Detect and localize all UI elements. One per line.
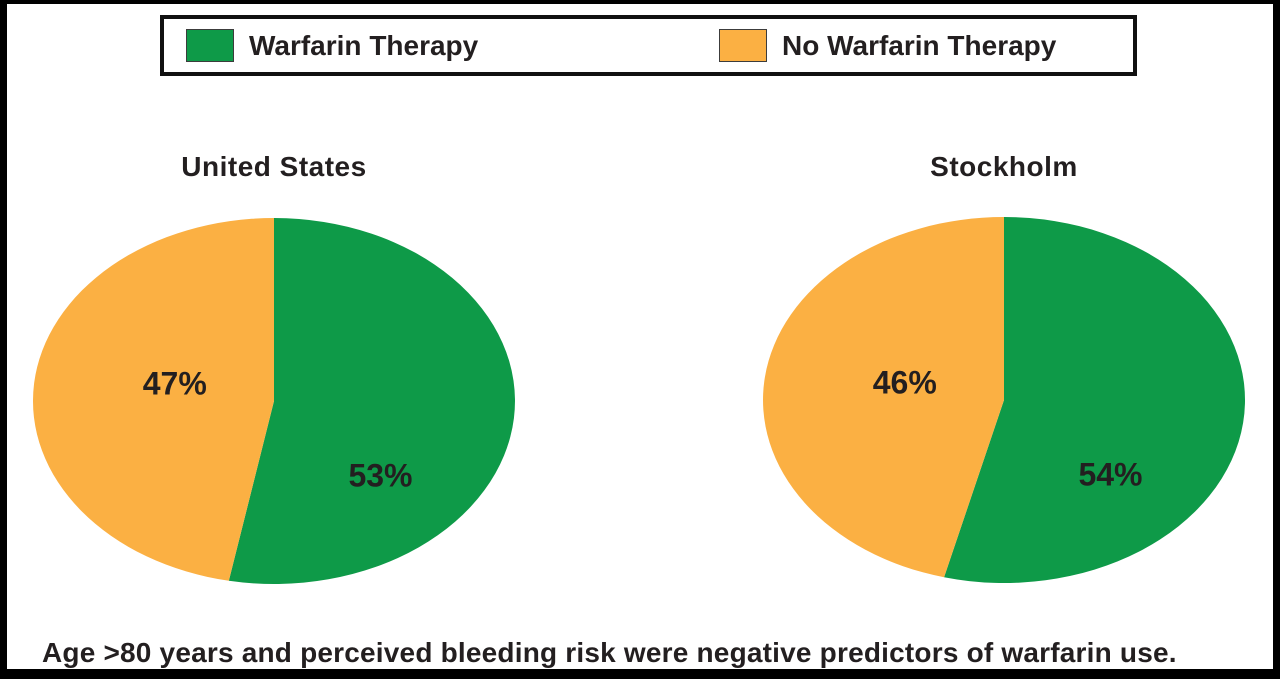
green-swatch-icon xyxy=(186,29,234,62)
pie-svg-united-states xyxy=(32,218,515,584)
pie-title-stockholm: Stockholm xyxy=(930,151,1078,182)
orange-swatch-icon xyxy=(719,29,767,62)
slice-label-us-warfarin: 53% xyxy=(348,457,413,494)
slice-label-stockholm-warfarin: 54% xyxy=(1078,456,1143,493)
legend-label-no-warfarin: No Warfarin Therapy xyxy=(782,29,1057,61)
slice-label-stockholm-no-warfarin: 46% xyxy=(872,364,937,401)
pie-chart-united-states: 53% 47% xyxy=(32,217,516,585)
pie-title-united-states: United States xyxy=(181,151,367,182)
pie-chart-stockholm: 54% 46% xyxy=(762,216,1246,584)
legend-label-warfarin: Warfarin Therapy xyxy=(249,29,479,61)
pie-svg-stockholm xyxy=(763,217,1246,583)
legend: Warfarin Therapy No Warfarin Therapy xyxy=(160,15,1137,76)
legend-item-no-warfarin: No Warfarin Therapy xyxy=(719,19,1056,72)
slice-label-us-no-warfarin: 47% xyxy=(142,365,207,402)
legend-item-warfarin: Warfarin Therapy xyxy=(186,19,478,72)
figure-caption: Age >80 years and perceived bleeding ris… xyxy=(42,637,1177,668)
